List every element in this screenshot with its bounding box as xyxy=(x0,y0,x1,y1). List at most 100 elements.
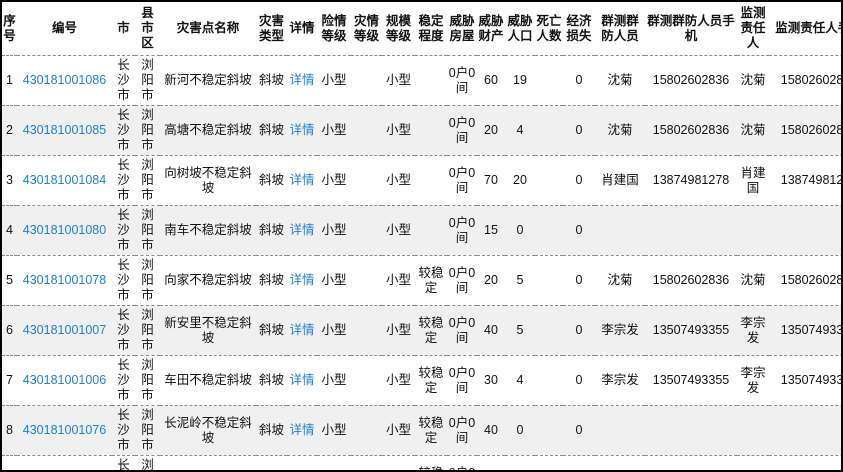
cell-threat_houses: 0户0间 xyxy=(447,355,477,406)
column-header-economic_loss: 经济损失 xyxy=(563,2,595,56)
cell-danger_level xyxy=(317,455,351,470)
cell-stability xyxy=(415,205,447,256)
hazard-id-link[interactable]: 430181001006 xyxy=(22,373,107,387)
cell-code: 430181001086 xyxy=(17,55,112,106)
cell-type: 斜坡 xyxy=(256,305,287,356)
cell-type xyxy=(256,455,287,470)
cell-detail: 详情 xyxy=(287,105,317,156)
cell-monitor_person: 沈菊 xyxy=(595,55,645,106)
detail-link[interactable]: 详情 xyxy=(289,123,315,137)
cell-district: 浏阳市 xyxy=(135,255,160,306)
column-header-type: 灾害类型 xyxy=(256,2,287,56)
cell-detail xyxy=(287,455,317,470)
cell-type: 斜坡 xyxy=(256,205,287,256)
cell-code: 430181001085 xyxy=(17,105,112,156)
cell-duty_person_phone: 15802602836 xyxy=(769,55,841,106)
cell-threat_property: 70 xyxy=(477,155,505,206)
cell-disaster_level xyxy=(351,405,382,456)
cell-economic_loss: 0 xyxy=(563,355,595,406)
detail-link[interactable]: 详情 xyxy=(289,223,315,237)
cell-danger_level: 小型 xyxy=(317,105,351,156)
cell-name: 长泥岭不稳定斜坡 xyxy=(160,405,256,456)
cell-threat_houses: 0户0间 xyxy=(447,455,477,470)
cell-detail: 详情 xyxy=(287,305,317,356)
cell-district: 浏阳市 xyxy=(135,405,160,456)
cell-code: 430181001084 xyxy=(17,155,112,206)
cell-economic_loss: 0 xyxy=(563,55,595,106)
detail-link[interactable]: 详情 xyxy=(289,423,315,437)
cell-seq: 1 xyxy=(2,55,17,106)
cell-code: 430181001076 xyxy=(17,405,112,456)
cell-scale_level: 小型 xyxy=(382,405,415,456)
cell-economic_loss: 0 xyxy=(563,255,595,306)
hazard-id-link[interactable]: 430181001076 xyxy=(22,423,107,437)
cell-threat_houses: 0户0间 xyxy=(447,305,477,356)
cell-detail: 详情 xyxy=(287,355,317,406)
cell-disaster_level xyxy=(351,455,382,470)
cell-district: 浏阳市 xyxy=(135,355,160,406)
detail-link[interactable]: 详情 xyxy=(289,73,315,87)
cell-duty_person_phone xyxy=(769,405,841,456)
cell-threat_population: 19 xyxy=(505,55,535,106)
cell-monitor_person xyxy=(595,405,645,456)
detail-link[interactable]: 详情 xyxy=(289,273,315,287)
cell-deaths xyxy=(535,305,563,356)
cell-duty_person_phone: 15802602836 xyxy=(769,105,841,156)
cell-district: 浏阳市 xyxy=(135,55,160,106)
cell-monitor_person_phone xyxy=(645,205,737,256)
cell-economic_loss: 0 xyxy=(563,105,595,156)
cell-danger_level: 小型 xyxy=(317,255,351,306)
cell-district: 浏阳市 xyxy=(135,455,160,470)
cell-scale_level xyxy=(382,455,415,470)
cell-name: 向家不稳定斜坡 xyxy=(160,255,256,306)
cell-seq: 3 xyxy=(2,155,17,206)
cell-economic_loss: 0 xyxy=(563,155,595,206)
detail-link[interactable]: 详情 xyxy=(289,323,315,337)
cell-monitor_person: 肖建国 xyxy=(595,155,645,206)
cell-threat_population: 5 xyxy=(505,255,535,306)
cell-district: 浏阳市 xyxy=(135,105,160,156)
cell-name: 南车不稳定斜坡 xyxy=(160,205,256,256)
cell-duty_person_phone: 13507493355 xyxy=(769,305,841,356)
cell-name: 新安里不稳定斜坡 xyxy=(160,305,256,356)
column-header-stability: 稳定程度 xyxy=(415,2,447,56)
cell-scale_level: 小型 xyxy=(382,255,415,306)
detail-link[interactable]: 详情 xyxy=(289,373,315,387)
cell-scale_level: 小型 xyxy=(382,205,415,256)
cell-economic_loss: 0 xyxy=(563,405,595,456)
cell-duty_person_phone xyxy=(769,455,841,470)
cell-threat_population: 4 xyxy=(505,105,535,156)
cell-city: 长沙市 xyxy=(112,105,135,156)
cell-duty_person: 沈菊 xyxy=(737,55,769,106)
cell-duty_person: 沈菊 xyxy=(737,105,769,156)
cell-monitor_person_phone: 15802602836 xyxy=(645,255,737,306)
cell-city: 长沙市 xyxy=(112,255,135,306)
cell-duty_person: 沈菊 xyxy=(737,255,769,306)
table-row-8: 8 430181001076 长沙市 浏阳市 长泥岭不稳定斜坡 斜坡 详情 小型 小型 较稳定 0户… xyxy=(2,405,841,456)
cell-deaths xyxy=(535,255,563,306)
cell-deaths xyxy=(535,205,563,256)
cell-scale_level: 小型 xyxy=(382,355,415,406)
cell-district: 浏阳市 xyxy=(135,155,160,206)
column-header-scale_level: 规模等级 xyxy=(382,2,415,56)
hazard-id-link[interactable]: 430181001007 xyxy=(22,323,107,337)
detail-link[interactable]: 详情 xyxy=(289,173,315,187)
cell-danger_level: 小型 xyxy=(317,205,351,256)
cell-disaster_level xyxy=(351,205,382,256)
cell-detail: 详情 xyxy=(287,405,317,456)
cell-name xyxy=(160,455,256,470)
hazard-id-link[interactable]: 430181001078 xyxy=(22,273,107,287)
cell-duty_person_phone: 15802602836 xyxy=(769,255,841,306)
cell-duty_person: 李宗发 xyxy=(737,355,769,406)
cell-scale_level: 小型 xyxy=(382,155,415,206)
cell-threat_houses: 0户0间 xyxy=(447,105,477,156)
hazard-id-link[interactable]: 430181001086 xyxy=(22,73,107,87)
hazard-id-link[interactable]: 430181001080 xyxy=(22,223,107,237)
hazard-id-link[interactable]: 430181001085 xyxy=(22,123,107,137)
hazard-id-link[interactable]: 430181001084 xyxy=(22,173,107,187)
table-row-1: 1 430181001086 长沙市 浏阳市 新河不稳定斜坡 斜坡 详情 小型 小型 0户0间 60… xyxy=(2,55,841,106)
cell-name: 高塘不稳定斜坡 xyxy=(160,105,256,156)
cell-detail: 详情 xyxy=(287,155,317,206)
cell-scale_level: 小型 xyxy=(382,55,415,106)
